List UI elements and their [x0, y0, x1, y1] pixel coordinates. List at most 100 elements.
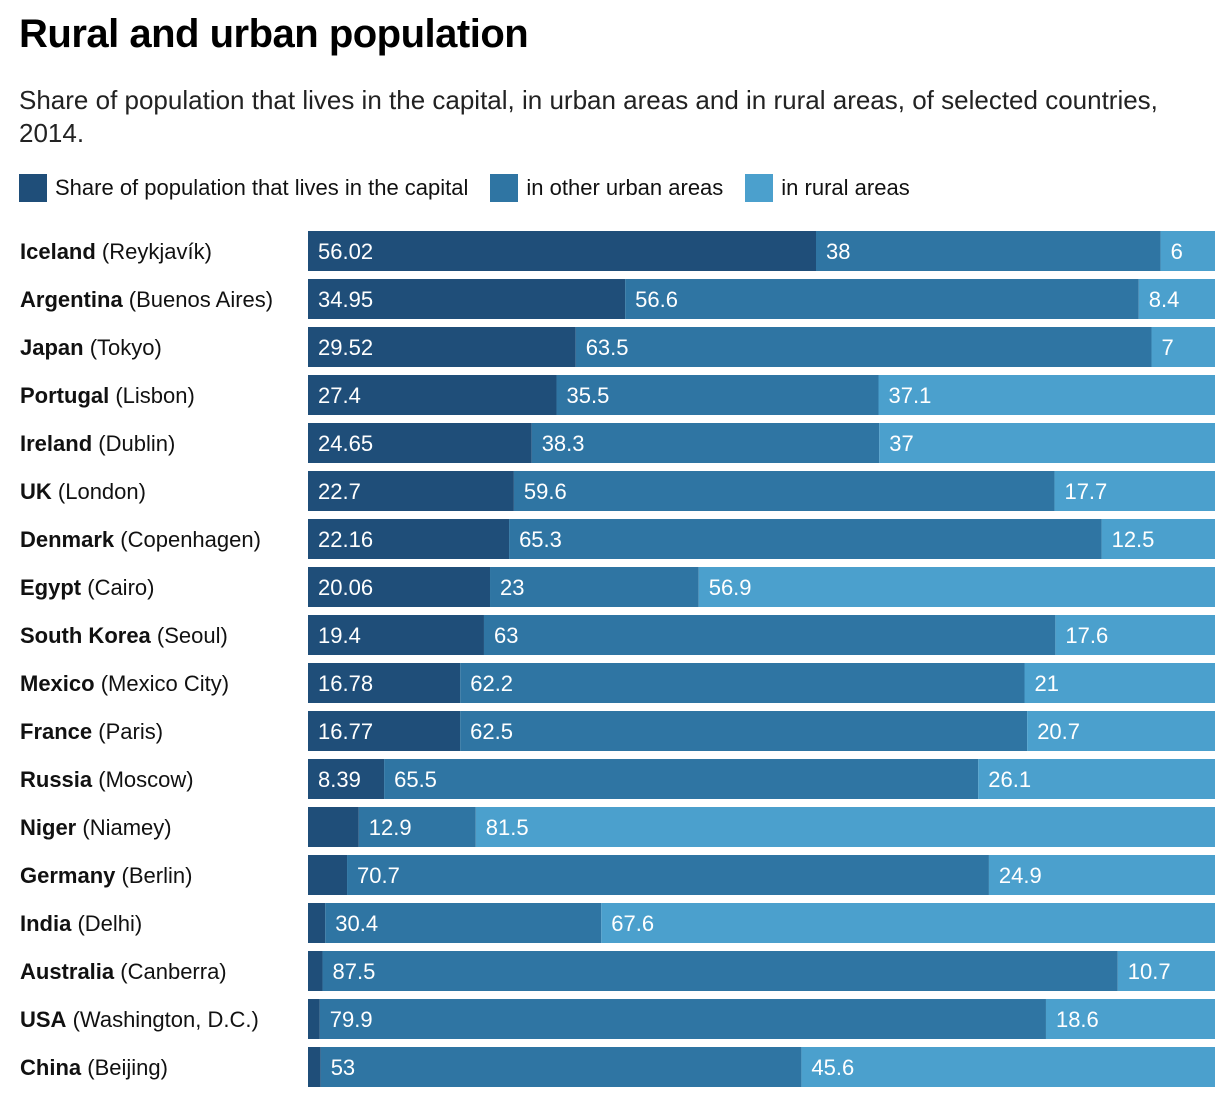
bar-urban-3 [556, 375, 879, 415]
row-label-usa: USA (Washington, D.C.) [20, 1007, 259, 1032]
value-label-urban-5: 59.6 [524, 479, 567, 504]
bar-capital-7 [308, 567, 491, 607]
value-label-capital-3: 27.4 [318, 383, 361, 408]
value-label-capital-10: 16.77 [318, 719, 373, 744]
row-label-france: France (Paris) [20, 719, 163, 744]
value-label-urban-11: 65.5 [394, 767, 437, 792]
row-label-ireland: Ireland (Dublin) [20, 431, 175, 456]
value-label-urban-15: 87.5 [333, 959, 376, 984]
bar-urban-15 [322, 951, 1118, 991]
bar-capital-6 [308, 519, 510, 559]
bar-rural-7 [698, 567, 1215, 607]
legend-label-urban: in other urban areas [526, 175, 724, 200]
bar-capital-11 [308, 759, 385, 799]
bar-capital-2 [308, 327, 576, 367]
value-label-capital-2: 29.52 [318, 335, 373, 360]
bar-capital-9 [308, 663, 461, 703]
bar-rural-13 [988, 855, 1215, 895]
value-label-rural-0: 6 [1171, 239, 1183, 264]
legend-item-urban: in other urban areas [490, 174, 723, 202]
bar-capital-12 [308, 807, 359, 847]
value-label-urban-12: 12.9 [369, 815, 412, 840]
bar-capital-5 [308, 471, 514, 511]
bar-rural-10 [1027, 711, 1215, 751]
row-label-denmark: Denmark (Copenhagen) [20, 527, 261, 552]
row-label-germany: Germany (Berlin) [20, 863, 192, 888]
row-label-russia: Russia (Moscow) [20, 767, 194, 792]
bar-urban-8 [483, 615, 1056, 655]
chart-title: Rural and urban population [19, 12, 529, 56]
legend-swatch-urban [490, 174, 519, 202]
bar-capital-14 [308, 903, 326, 943]
row-label-china: China (Beijing) [20, 1055, 168, 1080]
value-label-urban-0: 38 [826, 239, 850, 264]
row-label-australia: Australia (Canberra) [20, 959, 227, 984]
value-label-rural-6: 12.5 [1112, 527, 1155, 552]
bar-urban-0 [816, 231, 1161, 271]
bar-capital-4 [308, 423, 532, 463]
bar-rural-0 [1160, 231, 1215, 271]
value-label-capital-1: 34.95 [318, 287, 373, 312]
value-label-rural-1: 8.4 [1149, 287, 1180, 312]
value-label-capital-4: 24.65 [318, 431, 373, 456]
bar-urban-7 [490, 567, 699, 607]
value-label-urban-9: 62.2 [470, 671, 513, 696]
bar-rural-12 [475, 807, 1215, 847]
bar-rural-2 [1151, 327, 1215, 367]
bar-urban-4 [531, 423, 880, 463]
value-label-rural-7: 56.9 [709, 575, 752, 600]
row-label-uk: UK (London) [20, 479, 146, 504]
bar-rural-9 [1024, 663, 1215, 703]
value-label-rural-16: 18.6 [1056, 1007, 1099, 1032]
bar-urban-6 [509, 519, 1102, 559]
value-label-urban-4: 38.3 [542, 431, 585, 456]
bar-urban-11 [384, 759, 979, 799]
bar-urban-5 [513, 471, 1055, 511]
value-label-urban-16: 79.9 [330, 1007, 373, 1032]
bar-capital-10 [308, 711, 461, 751]
row-label-niger: Niger (Niamey) [20, 815, 172, 840]
row-label-argentina: Argentina (Buenos Aires) [20, 287, 273, 312]
bar-rural-14 [601, 903, 1215, 943]
value-label-rural-12: 81.5 [486, 815, 529, 840]
value-label-urban-1: 56.6 [635, 287, 678, 312]
bar-capital-8 [308, 615, 484, 655]
value-label-urban-2: 63.5 [586, 335, 629, 360]
row-label-iceland: Iceland (Reykjavík) [20, 239, 212, 264]
bar-urban-1 [625, 279, 1139, 319]
bar-rural-6 [1101, 519, 1215, 559]
bar-capital-3 [308, 375, 557, 415]
row-label-japan: Japan (Tokyo) [20, 335, 162, 360]
value-label-urban-14: 30.4 [335, 911, 378, 936]
legend-item-rural: in rural areas [745, 174, 910, 202]
value-label-urban-17: 53 [331, 1055, 355, 1080]
legend-label-capital: Share of population that lives in the ca… [55, 175, 469, 200]
bar-capital-13 [308, 855, 348, 895]
bar-rural-1 [1138, 279, 1215, 319]
bar-rural-3 [878, 375, 1215, 415]
value-label-rural-5: 17.7 [1064, 479, 1107, 504]
bar-rural-5 [1054, 471, 1215, 511]
value-label-rural-11: 26.1 [988, 767, 1031, 792]
legend-swatch-rural [745, 174, 774, 202]
value-label-capital-6: 22.16 [318, 527, 373, 552]
bar-urban-10 [460, 711, 1028, 751]
value-label-rural-9: 21 [1034, 671, 1058, 696]
bar-urban-17 [320, 1047, 802, 1087]
value-label-rural-2: 7 [1162, 335, 1174, 360]
bar-urban-13 [347, 855, 989, 895]
bar-urban-9 [460, 663, 1025, 703]
value-label-urban-6: 65.3 [519, 527, 562, 552]
value-label-capital-8: 19.4 [318, 623, 361, 648]
value-label-capital-0: 56.02 [318, 239, 373, 264]
bar-urban-2 [575, 327, 1152, 367]
value-label-urban-13: 70.7 [357, 863, 400, 888]
bar-capital-16 [308, 999, 320, 1039]
bar-rural-4 [879, 423, 1215, 463]
value-label-capital-7: 20.06 [318, 575, 373, 600]
bar-capital-1 [308, 279, 626, 319]
value-label-rural-13: 24.9 [999, 863, 1042, 888]
bar-capital-15 [308, 951, 323, 991]
bar-urban-14 [325, 903, 602, 943]
bar-rural-11 [978, 759, 1215, 799]
